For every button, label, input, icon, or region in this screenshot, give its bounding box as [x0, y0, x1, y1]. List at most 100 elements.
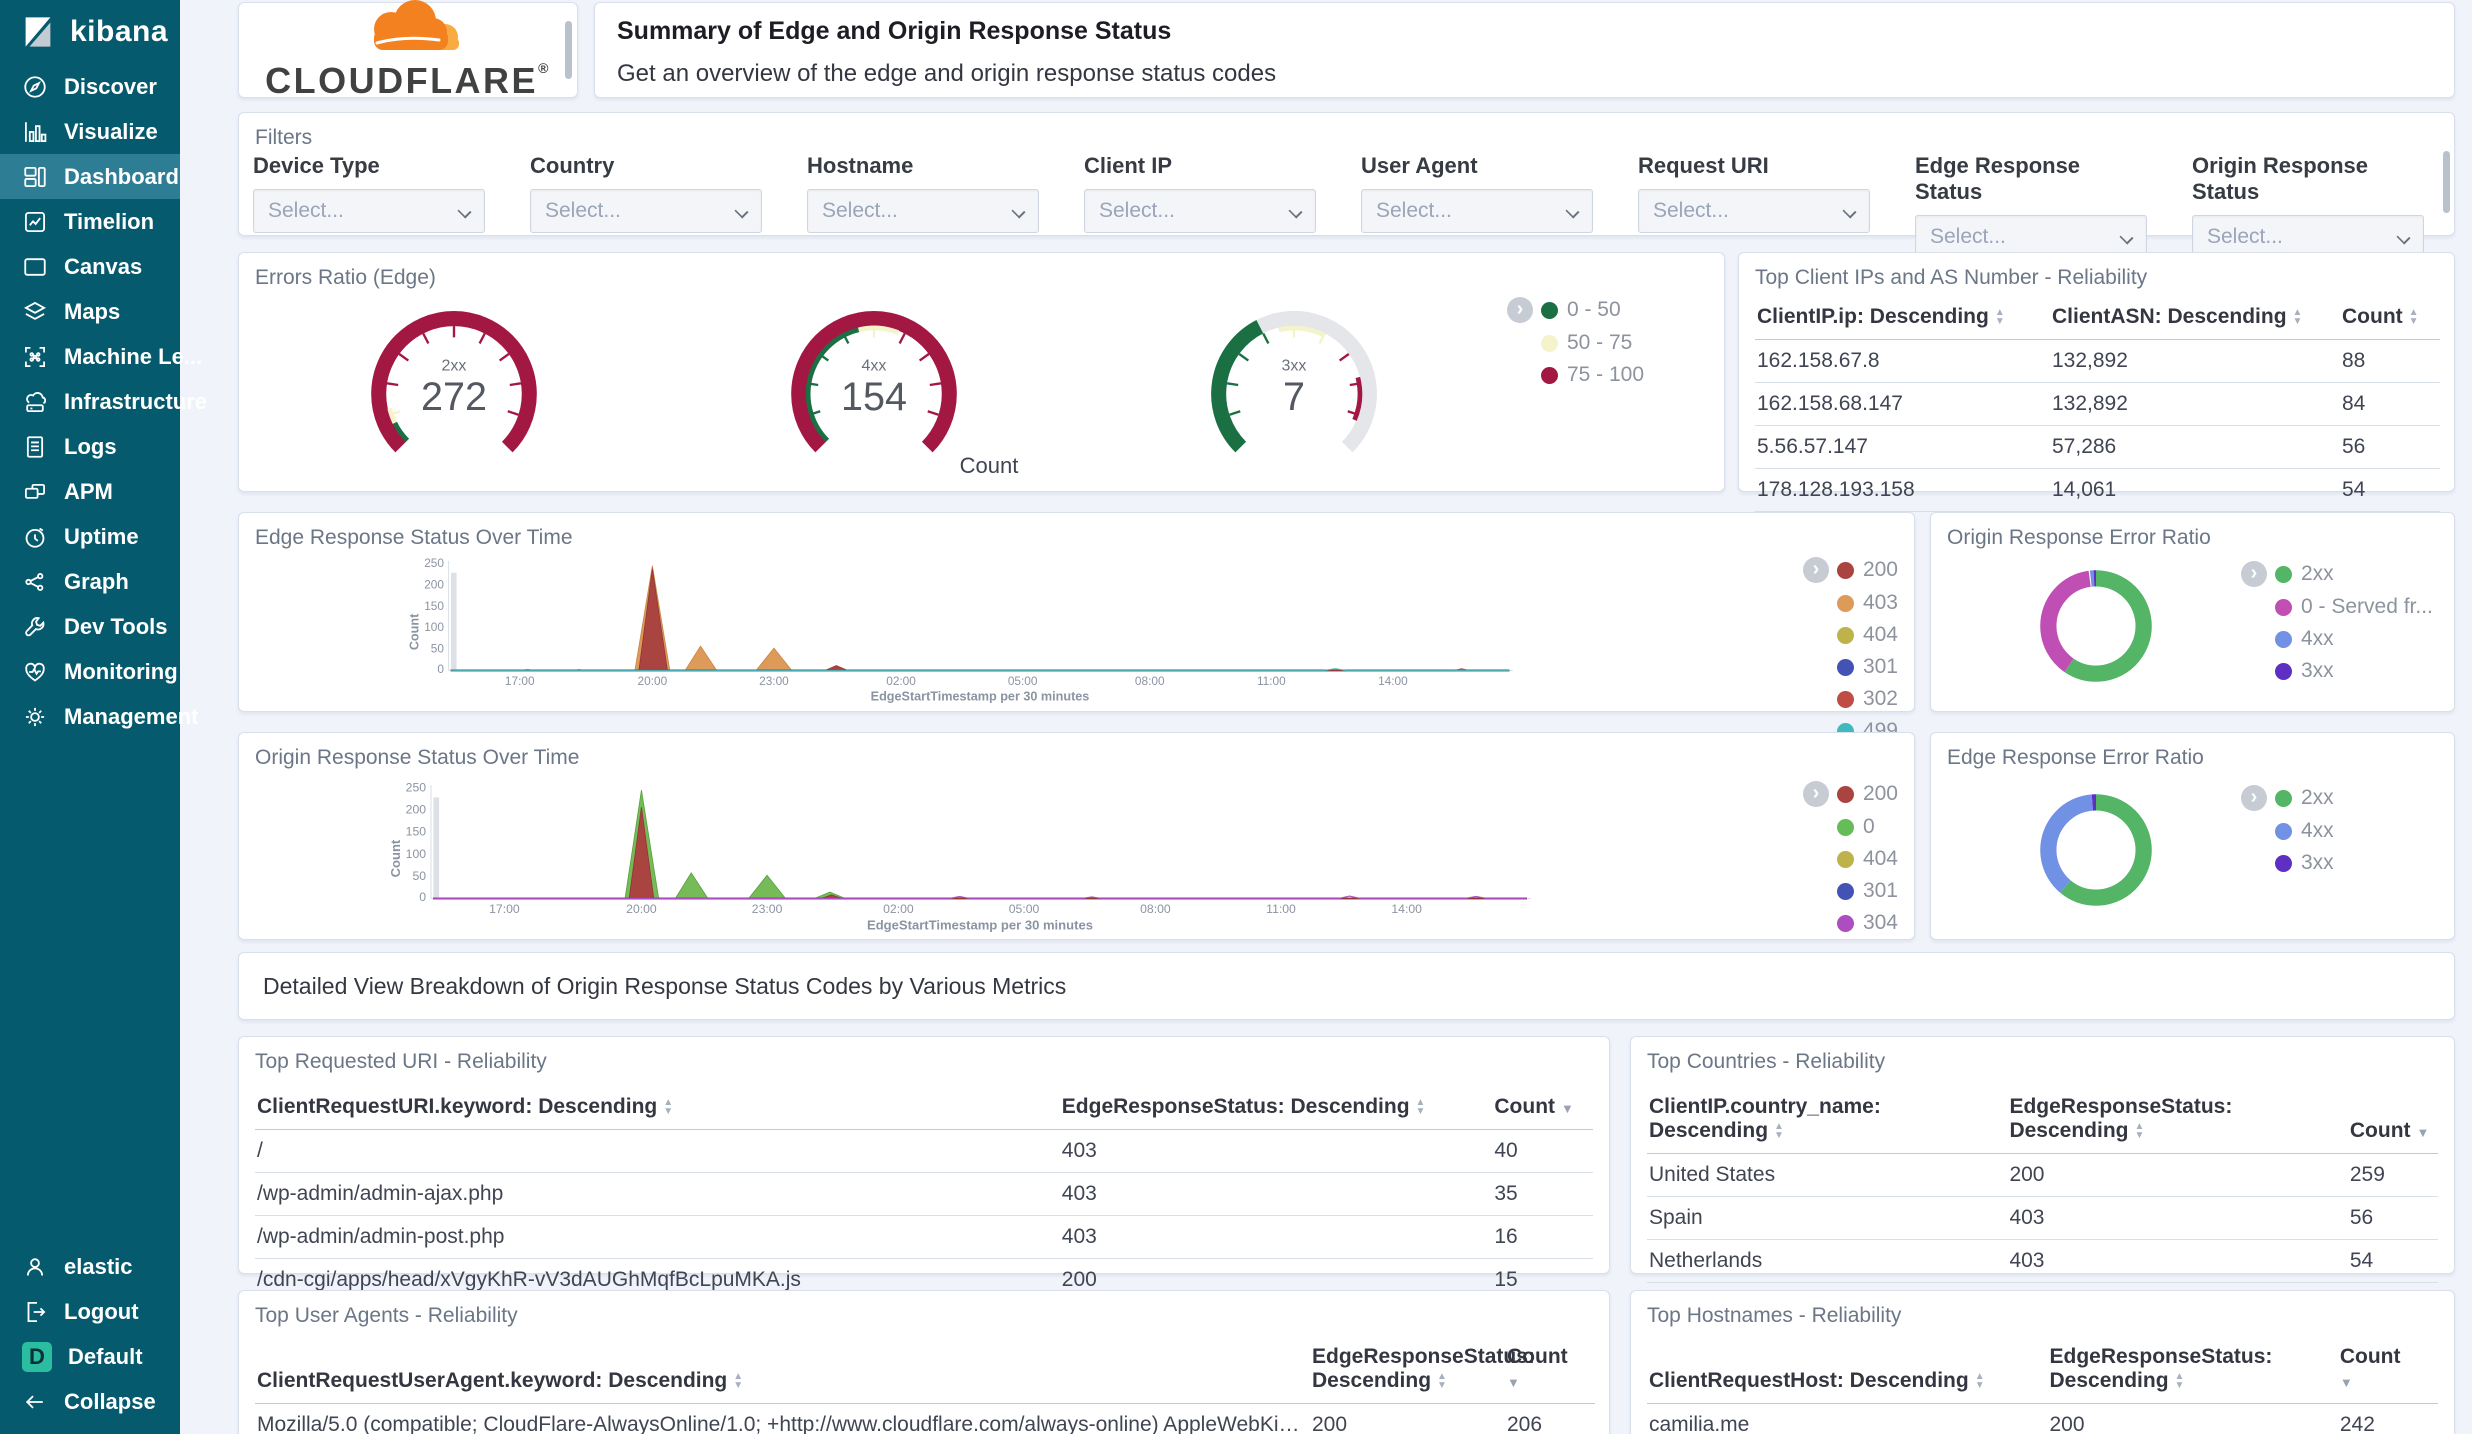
sidebar-item-machine-learning[interactable]: Machine Le...: [0, 334, 202, 379]
column-header[interactable]: ClientIP.ip: Descending: [1755, 299, 2050, 340]
legend-label[interactable]: 404: [1862, 623, 1898, 646]
select-placeholder: Select...: [1376, 199, 1452, 222]
column-header[interactable]: EdgeResponseStatus: Descending: [2047, 1339, 2338, 1404]
filter-label: Country: [530, 153, 615, 178]
column-header[interactable]: Count: [2340, 299, 2440, 340]
legend-expand-icon[interactable]: ›: [1802, 557, 1829, 583]
chevron-down-icon: [734, 204, 749, 219]
sidebar-item-apm[interactable]: APM: [0, 469, 180, 514]
top-user-agents-table: ClientRequestUserAgent.keyword: Descendi…: [255, 1339, 1595, 1434]
column-header[interactable]: Count: [1505, 1339, 1595, 1404]
legend-label[interactable]: 200: [1862, 782, 1898, 805]
gauge-2xx: 2xx 272: [359, 295, 549, 460]
table-cell: 162.158.68.147: [1755, 382, 2050, 426]
svg-text:250: 250: [406, 781, 427, 795]
column-header[interactable]: Count: [1492, 1089, 1593, 1130]
legend-label[interactable]: 4xx: [2301, 819, 2334, 842]
sidebar-item-infrastructure[interactable]: Infrastructure: [0, 379, 207, 424]
country-select[interactable]: Select...: [530, 189, 762, 233]
column-header[interactable]: ClientIP.country_name: Descending: [1647, 1089, 2008, 1154]
legend-label[interactable]: 2xx: [2301, 562, 2334, 585]
sort-icon: [1416, 1098, 1426, 1116]
legend-label[interactable]: 301: [1862, 655, 1898, 678]
sidebar-item-logout[interactable]: Logout: [0, 1289, 180, 1334]
legend-expand-icon[interactable]: ›: [2241, 561, 2267, 587]
user-agent-select[interactable]: Select...: [1361, 189, 1593, 233]
legend-label[interactable]: 4xx: [2301, 627, 2334, 650]
dashboard-content: CLOUDFLARE® Summary of Edge and Origin R…: [180, 0, 2472, 1434]
sidebar-item-default-space[interactable]: D Default: [0, 1334, 180, 1379]
sidebar-item-uptime[interactable]: Uptime: [0, 514, 180, 559]
table-cell: 403: [1059, 1172, 1493, 1216]
sidebar-item-graph[interactable]: Graph: [0, 559, 180, 604]
table-row: 162.158.68.147 132,892 84: [1755, 382, 2440, 426]
legend-label[interactable]: 302: [1862, 687, 1898, 710]
legend-label[interactable]: 301: [1862, 879, 1898, 902]
panel-scrollbar[interactable]: [2443, 151, 2450, 213]
legend-label[interactable]: 200: [1862, 558, 1898, 581]
svg-text:100: 100: [406, 847, 427, 861]
column-header[interactable]: ClientRequestUserAgent.keyword: Descendi…: [255, 1339, 1310, 1404]
table-cell: /wp-admin/admin-ajax.php: [255, 1172, 1060, 1216]
sidebar-item-canvas[interactable]: Canvas: [0, 244, 180, 289]
table-row: Netherlands 403 54: [1647, 1239, 2438, 1283]
sidebar-item-label: Logout: [64, 1298, 139, 1324]
sidebar-item-label: Default: [68, 1343, 143, 1369]
sidebar-item-discover[interactable]: Discover: [0, 64, 180, 109]
panel-scrollbar[interactable]: [565, 21, 572, 79]
svg-text:11:00: 11:00: [1257, 674, 1286, 688]
top-countries-table: ClientIP.country_name: Descending EdgeRe…: [1647, 1089, 2438, 1326]
column-header[interactable]: EdgeResponseStatus: Descending: [1059, 1089, 1493, 1130]
column-header[interactable]: ClientASN: Descending: [2050, 299, 2340, 340]
sidebar-item-dev-tools[interactable]: Dev Tools: [0, 604, 180, 649]
column-header[interactable]: ClientRequestHost: Descending: [1647, 1339, 2048, 1404]
sidebar-item-collapse[interactable]: Collapse: [0, 1379, 180, 1424]
column-header[interactable]: Count: [2337, 1339, 2438, 1404]
filter-label: User Agent: [1361, 153, 1478, 178]
panel-title: Origin Response Error Ratio: [1947, 526, 2211, 549]
legend-label[interactable]: 403: [1862, 591, 1898, 614]
legend-label[interactable]: 75 - 100: [1566, 363, 1644, 386]
hostname-select[interactable]: Select...: [807, 189, 1039, 233]
legend-label[interactable]: 2xx: [2301, 786, 2334, 809]
legend-dot: [1836, 561, 1854, 579]
legend-expand-icon[interactable]: ›: [2241, 785, 2267, 811]
legend-label[interactable]: 50 - 75: [1566, 331, 1633, 354]
sidebar-item-management[interactable]: Management: [0, 694, 198, 739]
edge-chart-row: Edge Response Status Over Time Count 250…: [238, 512, 2455, 742]
sidebar-footer: elastic Logout D Default Collapse: [0, 1244, 180, 1434]
gauge-axis-label: Count: [959, 453, 1019, 478]
monitoring-icon: [25, 662, 45, 682]
table-row: /wp-admin/admin-post.php 403 16: [255, 1215, 1593, 1259]
legend-label[interactable]: 0 - Served fr...: [2301, 595, 2433, 618]
legend-label[interactable]: 404: [1862, 847, 1898, 870]
legend-label[interactable]: 0 - 50: [1566, 298, 1621, 321]
sidebar-item-dashboard[interactable]: Dashboard: [0, 154, 180, 199]
origin-response-status-select[interactable]: Select...: [2192, 215, 2424, 259]
legend-label[interactable]: 304: [1862, 911, 1898, 934]
request-uri-select[interactable]: Select...: [1638, 189, 1870, 233]
column-header[interactable]: ClientRequestURI.keyword: Descending: [255, 1089, 1060, 1130]
sidebar-item-elastic-user[interactable]: elastic: [0, 1244, 180, 1289]
table-header-row: ClientRequestHost: Descending EdgeRespon…: [1647, 1339, 2438, 1404]
svg-text:Count: Count: [388, 839, 403, 877]
legend-expand-icon[interactable]: ›: [1802, 781, 1829, 807]
legend-label[interactable]: 3xx: [2301, 851, 2334, 874]
panel-title: Edge Response Status Over Time: [255, 526, 573, 549]
sidebar-item-timelion[interactable]: Timelion: [0, 199, 180, 244]
panel-title: Top Client IPs and AS Number - Reliabili…: [1755, 266, 2148, 289]
sidebar-item-monitoring[interactable]: Monitoring: [0, 649, 180, 694]
device-type-select[interactable]: Select...: [253, 189, 485, 233]
legend-label[interactable]: 3xx: [2301, 659, 2334, 682]
sidebar-item-logs[interactable]: Logs: [0, 424, 180, 469]
filter-label: Device Type: [253, 153, 380, 178]
client-ips-table: ClientIP.ip: Descending ClientASN: Desce…: [1755, 299, 2440, 512]
legend-label[interactable]: 0: [1862, 815, 1875, 838]
column-header[interactable]: EdgeResponseStatus: Descending: [2007, 1089, 2348, 1154]
legend-expand-icon[interactable]: ›: [1506, 297, 1533, 323]
client-ip-select[interactable]: Select...: [1084, 189, 1316, 233]
column-header[interactable]: EdgeResponseStatus: Descending: [1310, 1339, 1535, 1404]
column-header[interactable]: Count: [2347, 1089, 2438, 1154]
sidebar-item-visualize[interactable]: Visualize: [0, 109, 180, 154]
sidebar-item-maps[interactable]: Maps: [0, 289, 180, 334]
